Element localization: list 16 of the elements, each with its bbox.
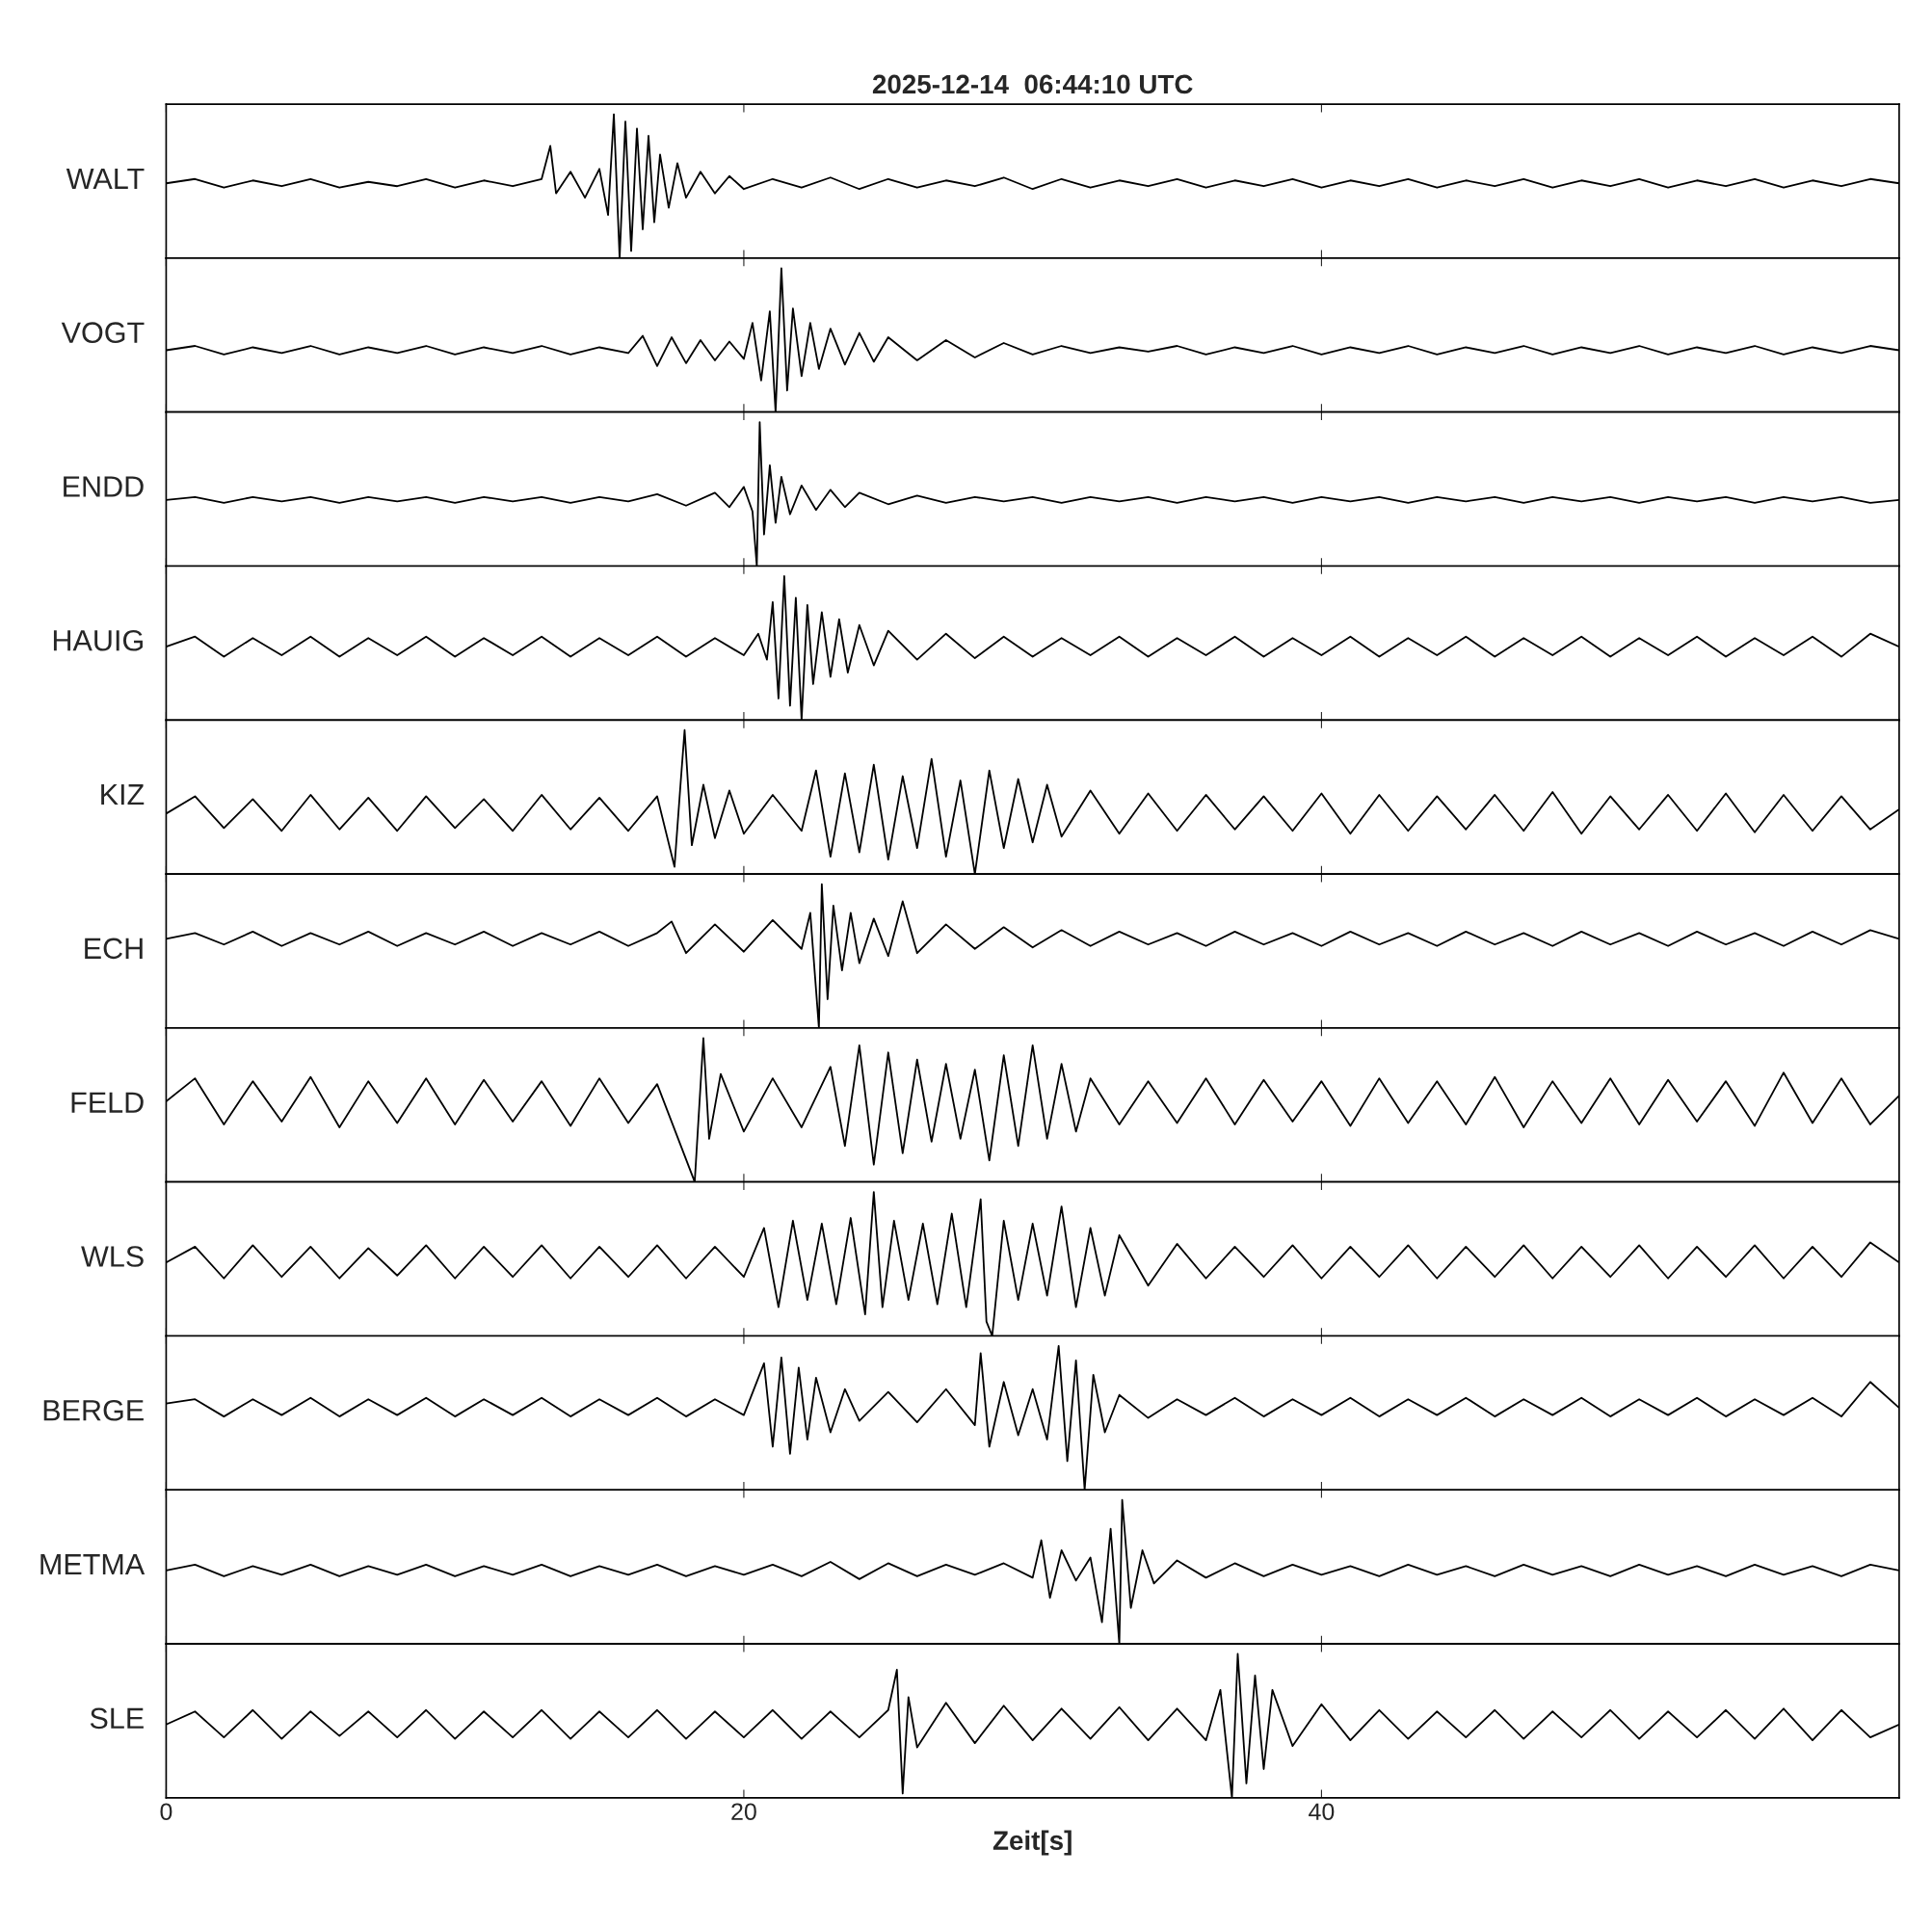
chart-title: 2025-12-14 06:44:10 UTC <box>872 74 1193 94</box>
x-tick-label: 0 <box>160 1803 172 1821</box>
x-tick-label: 20 <box>731 1803 756 1821</box>
y-axis-title: VOGT <box>61 322 145 343</box>
x-axis-title: Zeit[s] <box>992 1830 1072 1856</box>
y-axis-title: KIZ <box>101 784 145 806</box>
y-axis-title: ECH <box>85 938 143 960</box>
y-axis-title: HAUIG <box>53 629 143 651</box>
y-axis-title: BERGE <box>43 1399 144 1421</box>
y-axis-title: ENDD <box>64 476 144 497</box>
y-axis-title: METMA <box>40 1554 146 1575</box>
x-tick-label: 40 <box>1309 1803 1335 1821</box>
y-axis-title: WALT <box>66 168 145 189</box>
y-axis-title: FELD <box>71 1092 144 1113</box>
y-axis-title: SLE <box>90 1707 144 1730</box>
y-axis-title: WLS <box>81 1246 144 1267</box>
